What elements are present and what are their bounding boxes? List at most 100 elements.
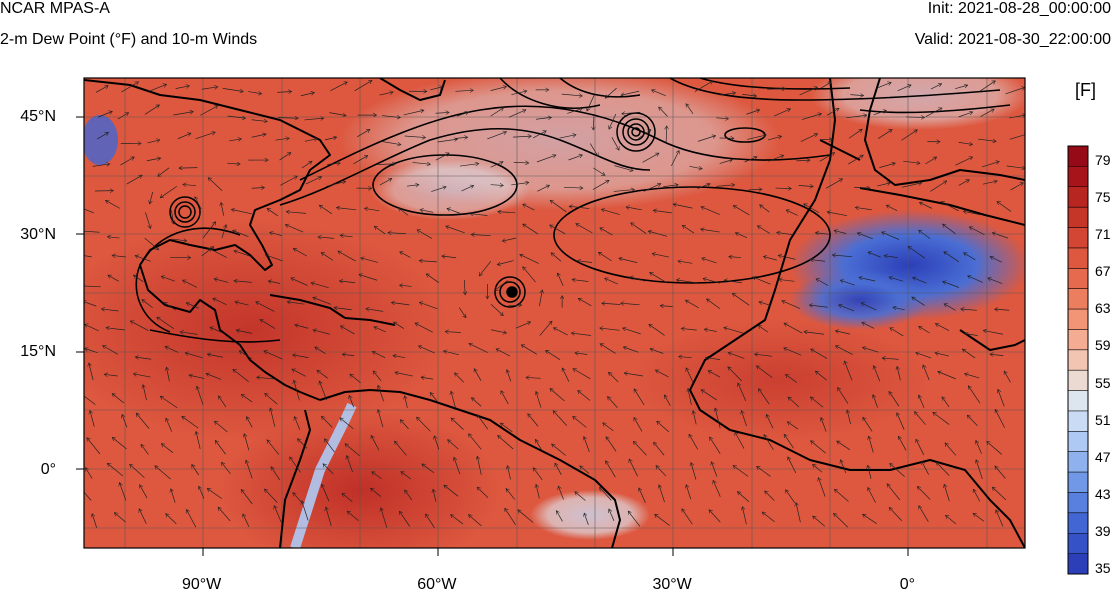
drier-central-atlantic	[370, 160, 530, 220]
wind-arrow	[218, 396, 227, 408]
wind-arrow	[575, 353, 588, 355]
wind-arrow	[536, 391, 542, 408]
wind-arrow	[305, 177, 322, 185]
wind-arrow	[980, 109, 995, 117]
wind-arrow	[112, 394, 125, 404]
wind-arrow	[175, 86, 190, 89]
wind-arrow	[567, 108, 582, 114]
wind-arrow	[633, 389, 645, 406]
wind-arrow	[507, 466, 511, 480]
lat-label: 0°	[40, 460, 56, 478]
wind-arrow	[373, 371, 382, 382]
wind-arrow	[758, 325, 769, 333]
wind-arrow	[353, 156, 368, 165]
wind-arrow	[183, 280, 198, 288]
wind-arrow	[107, 237, 120, 238]
wind-arrow	[655, 370, 669, 378]
wind-arrow	[778, 255, 796, 260]
wind-arrow	[877, 183, 890, 187]
wind-arrow	[827, 212, 847, 217]
wind-arrow	[654, 442, 665, 456]
wind-arrow	[766, 414, 774, 429]
wind-arrow	[248, 92, 262, 94]
wind-arrow	[660, 306, 673, 307]
wind-arrow	[539, 290, 542, 307]
wind-arrow	[112, 437, 127, 450]
wind-arrow	[782, 301, 801, 309]
wind-arrow	[511, 182, 529, 186]
wind-arrow	[231, 209, 252, 215]
wind-arrow	[251, 120, 268, 122]
wind-arrow	[133, 374, 151, 378]
wind-arrow	[716, 118, 728, 119]
wind-arrow	[606, 437, 617, 452]
wind-arrow	[120, 157, 134, 166]
wind-arrow	[834, 513, 849, 528]
wind-arrow	[87, 438, 101, 455]
wind-arrow	[992, 233, 1009, 239]
coast-west-africa-gulf	[959, 329, 1025, 351]
wind-arrow	[103, 345, 119, 355]
wind-arrow	[897, 413, 905, 430]
wind-arrow	[342, 354, 355, 356]
wind-arrow	[166, 367, 170, 382]
wind-arrow	[520, 254, 539, 264]
wind-arrow	[96, 132, 108, 140]
wind-arrow	[713, 480, 721, 497]
wind-arrow	[757, 466, 771, 477]
wind-arrow	[214, 279, 229, 283]
axis-ticks	[76, 116, 909, 556]
wind-arrow	[990, 257, 1002, 263]
drier-south-atlantic	[530, 490, 650, 540]
wind-arrow	[552, 444, 566, 456]
wind-arrow	[359, 274, 378, 281]
wind-arrow	[112, 255, 126, 257]
wind-arrow	[464, 280, 465, 295]
wind-arrow	[874, 366, 881, 382]
lat-label: 15°N	[20, 343, 56, 361]
wind-arrow	[98, 111, 112, 118]
wind-arrow	[471, 398, 482, 407]
wind-arrow	[715, 408, 721, 429]
wind-arrow	[537, 185, 549, 192]
wind-arrow	[158, 167, 170, 177]
wind-arrow	[508, 305, 521, 306]
wind-arrow	[558, 486, 564, 500]
wind-arrow	[930, 84, 942, 90]
wind-arrow	[267, 440, 280, 455]
wind-arrow	[882, 358, 899, 359]
andes-dry-streak	[290, 402, 357, 548]
wind-arrow	[619, 258, 638, 263]
wind-arrow	[329, 112, 346, 116]
wind-vectors	[84, 80, 1025, 528]
wind-arrow	[468, 515, 482, 527]
wind-arrow	[686, 104, 694, 114]
wind-arrow	[84, 324, 99, 332]
wind-arrow	[144, 105, 160, 115]
coast-hispaniola	[344, 317, 396, 326]
wind-arrow	[501, 391, 509, 405]
wind-arrow	[302, 501, 309, 521]
wind-arrow	[976, 440, 982, 454]
wind-arrow	[160, 396, 178, 409]
colorbar-label: 55	[1095, 374, 1111, 391]
wind-arrow	[837, 441, 851, 451]
wind-arrow	[292, 369, 306, 377]
wind-arrow	[944, 484, 950, 502]
colorbar-swatch	[1068, 227, 1088, 249]
wind-arrow	[270, 408, 276, 427]
wind-arrow	[275, 138, 289, 140]
wind-arrow	[923, 365, 930, 381]
wind-arrow	[319, 381, 327, 401]
wind-arrow	[979, 81, 996, 92]
wind-arrow	[349, 395, 354, 408]
wind-arrow	[171, 489, 176, 503]
wind-arrow	[701, 229, 720, 233]
wind-arrow	[511, 91, 526, 96]
wind-arrow	[451, 515, 464, 525]
wind-arrow	[868, 252, 881, 258]
wind-arrow	[421, 377, 434, 379]
wind-arrow	[861, 303, 877, 311]
wind-arrow	[523, 224, 539, 235]
wind-arrow	[810, 397, 824, 408]
